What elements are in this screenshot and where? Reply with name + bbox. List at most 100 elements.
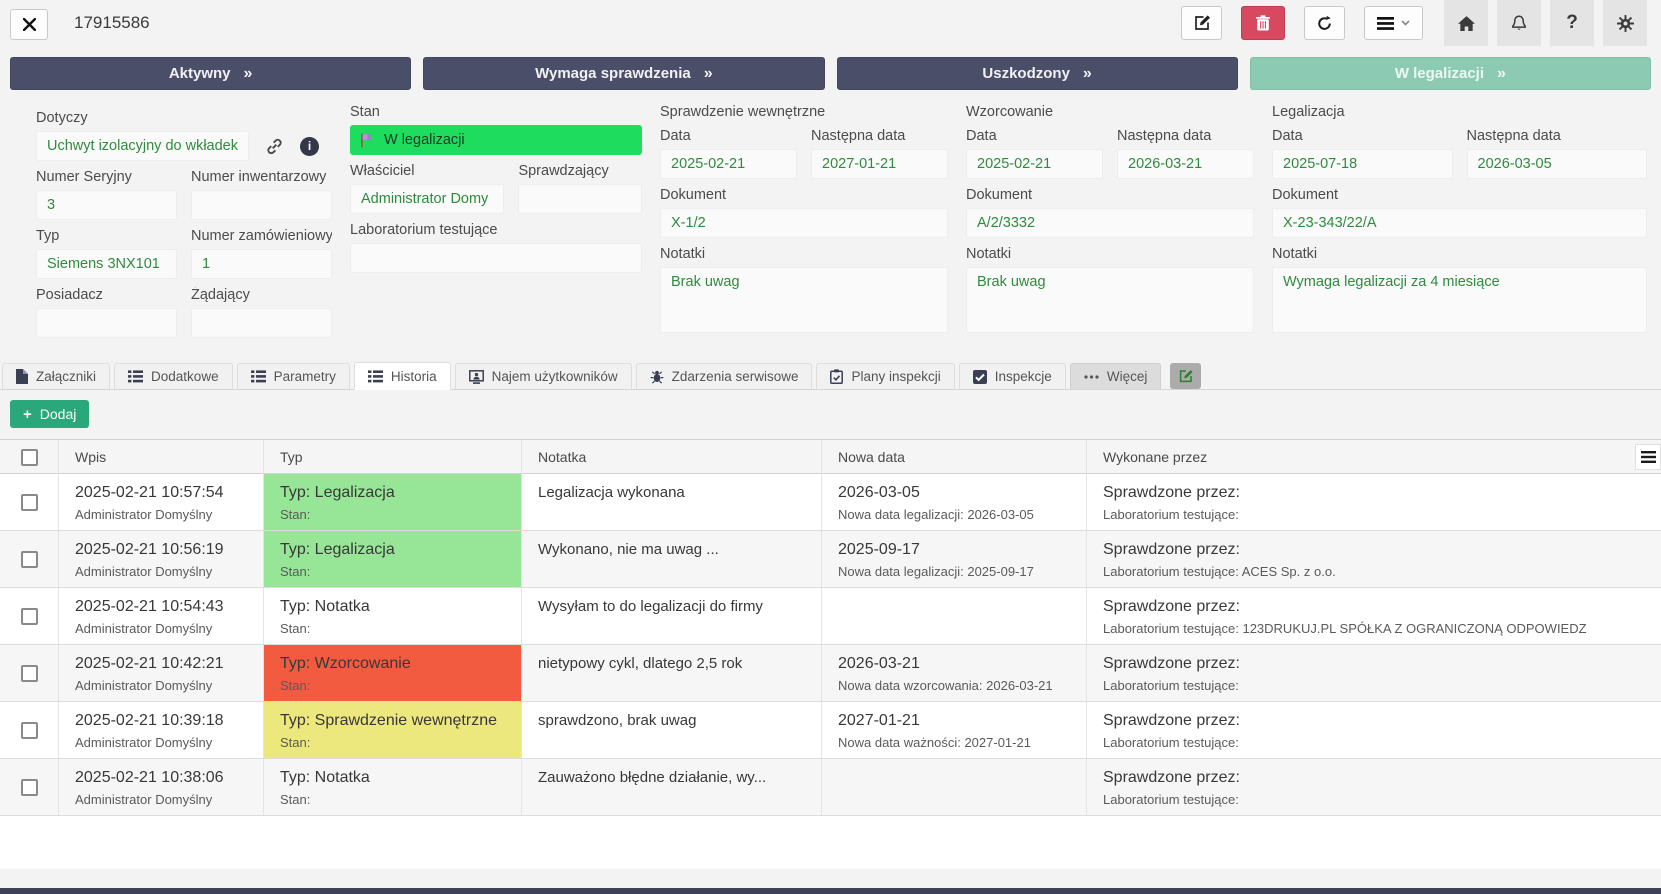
flag-icon	[359, 133, 375, 148]
section-wzorcowanie: Wzorcowanie Data 2025-02-21 Następna dat…	[966, 102, 1254, 333]
add-button[interactable]: + Dodaj	[10, 400, 89, 428]
stan-field[interactable]: W legalizacji	[350, 125, 642, 155]
notes-label: Notatki	[660, 246, 948, 262]
typ-field[interactable]: Siemens 3NX101	[36, 249, 177, 279]
sprawdzajacy-field[interactable]	[518, 184, 642, 214]
dotyczy-field[interactable]: Uchwyt izolacyjny do wkładek	[36, 131, 249, 161]
entry-author: Administrator Domyślny	[75, 792, 247, 807]
tab-więcej[interactable]: Więcej	[1070, 363, 1162, 389]
wlasciciel-field[interactable]: Administrator Domy	[350, 184, 504, 214]
zadajacy-label: Żądający	[191, 287, 332, 303]
menu-button[interactable]	[1364, 6, 1423, 40]
next-date-field[interactable]: 2027-01-21	[811, 149, 948, 179]
document-field[interactable]: X-1/2	[660, 208, 948, 238]
zadajacy-field[interactable]	[191, 308, 332, 338]
edit-button[interactable]	[1181, 6, 1222, 40]
table-toolbar: + Dodaj	[0, 390, 1661, 439]
table-row: 2025-02-21 10:42:21 Administrator Domyśl…	[0, 645, 1661, 702]
tab-parametry[interactable]: Parametry	[237, 363, 350, 389]
entry-type: Typ: Notatka	[280, 767, 505, 789]
entry-timestamp: 2025-02-21 10:56:19	[75, 539, 247, 561]
tabs-edit-button[interactable]	[1170, 363, 1201, 389]
notes-label: Notatki	[1272, 246, 1647, 262]
tab-plany-inspekcji[interactable]: Plany inspekcji	[816, 363, 954, 389]
select-all-checkbox[interactable]	[21, 449, 38, 466]
wlasciciel-label: Właściciel	[350, 163, 504, 179]
next-date-field[interactable]: 2026-03-05	[1467, 149, 1648, 179]
tab-najem-użytkowników[interactable]: Najem użytkowników	[455, 363, 632, 389]
column-header-wpis[interactable]: Wpis	[58, 440, 263, 474]
table-row: 2025-02-21 10:57:54 Administrator Domyśl…	[0, 474, 1661, 531]
status-button-w-legalizacji[interactable]: W legalizacji »	[1250, 57, 1651, 90]
date-field[interactable]: 2025-07-18	[1272, 149, 1453, 179]
laboratorium-field[interactable]	[350, 243, 642, 273]
refresh-button[interactable]	[1304, 6, 1345, 40]
stan-value: W legalizacji	[384, 132, 465, 148]
entry-author: Administrator Domyślny	[75, 735, 247, 750]
horizontal-scrollbar[interactable]	[0, 888, 1661, 894]
notifications-button[interactable]	[1497, 0, 1541, 46]
column-header-nowa-data[interactable]: Nowa data	[821, 440, 1086, 474]
posiadacz-field[interactable]	[36, 308, 177, 338]
numer-inwentarzowy-field[interactable]	[191, 190, 332, 220]
entry-new-date-note: Nowa data ważności: 2027-01-21	[838, 735, 1070, 750]
row-checkbox[interactable]	[21, 551, 38, 568]
document-label: Dokument	[1272, 187, 1647, 203]
column-header-notatka[interactable]: Notatka	[521, 440, 821, 474]
next-date-field[interactable]: 2026-03-21	[1117, 149, 1254, 179]
notes-field[interactable]: Brak uwag	[660, 267, 948, 333]
row-checkbox[interactable]	[21, 608, 38, 625]
row-checkbox[interactable]	[21, 722, 38, 739]
row-checkbox[interactable]	[21, 494, 38, 511]
topbar: 17915586	[0, 0, 1661, 46]
column-header-typ[interactable]: Typ	[263, 440, 521, 474]
notes-field[interactable]: Brak uwag	[966, 267, 1254, 333]
status-button-uszkodzony[interactable]: Uszkodzony »	[837, 57, 1238, 90]
date-field[interactable]: 2025-02-21	[660, 149, 797, 179]
close-button[interactable]	[10, 9, 48, 40]
tab-zdarzenia-serwisowe[interactable]: Zdarzenia serwisowe	[636, 363, 813, 389]
tab-inspekcje[interactable]: Inspekcje	[959, 363, 1066, 389]
next-date-label: Następna data	[1467, 128, 1648, 144]
tab-historia[interactable]: Historia	[354, 362, 451, 390]
row-checkbox[interactable]	[21, 779, 38, 796]
date-label: Data	[660, 128, 797, 144]
link-icon[interactable]	[266, 138, 283, 155]
settings-button[interactable]	[1603, 0, 1647, 46]
status-button-wymaga-sprawdzenia[interactable]: Wymaga sprawdzenia »	[423, 57, 824, 90]
double-arrow-icon: »	[1083, 65, 1092, 83]
tab-dodatkowe[interactable]: Dodatkowe	[114, 363, 233, 389]
user-screen-icon	[469, 370, 484, 384]
help-button[interactable]: ?	[1550, 0, 1594, 46]
column-header-wykonane-przez[interactable]: Wykonane przez	[1086, 440, 1661, 474]
numer-seryjny-field[interactable]: 3	[36, 190, 177, 220]
table-row: 2025-02-21 10:38:06 Administrator Domyśl…	[0, 759, 1661, 816]
checkbox-icon	[973, 370, 987, 384]
status-button-aktywny[interactable]: Aktywny »	[10, 57, 411, 90]
table-menu-button[interactable]	[1635, 444, 1661, 470]
tab-label: Zdarzenia serwisowe	[672, 369, 799, 384]
table-row: 2025-02-21 10:39:18 Administrator Domyśl…	[0, 702, 1661, 759]
table-menu-icon	[1641, 451, 1656, 463]
entry-stan: Stan:	[280, 678, 505, 693]
section-sprawdzenie-wewnętrzne: Sprawdzenie wewnętrzne Data 2025-02-21 N…	[660, 102, 948, 333]
help-icon: ?	[1566, 12, 1578, 34]
date-field[interactable]: 2025-02-21	[966, 149, 1103, 179]
home-button[interactable]	[1444, 0, 1488, 46]
section-title: Legalizacja	[1272, 104, 1647, 120]
entry-lab: Laboratorium testujące:	[1103, 507, 1645, 522]
row-checkbox[interactable]	[21, 665, 38, 682]
numer-inwentarzowy-label: Numer inwentarzowy	[191, 169, 332, 185]
delete-button[interactable]	[1241, 6, 1285, 40]
info-icon[interactable]: i	[300, 137, 319, 156]
notes-field[interactable]: Wymaga legalizacji za 4 miesiące	[1272, 267, 1647, 333]
numer-zamowieniowy-field[interactable]: 1	[191, 249, 332, 279]
tab-label: Dodatkowe	[151, 369, 219, 384]
entry-lab: Laboratorium testujące: ACES Sp. z o.o.	[1103, 564, 1645, 579]
entry-author: Administrator Domyślny	[75, 678, 247, 693]
document-field[interactable]: X-23-343/22/A	[1272, 208, 1647, 238]
section-title: Wzorcowanie	[966, 104, 1254, 120]
tab-załączniki[interactable]: Załączniki	[2, 363, 110, 389]
document-field[interactable]: A/2/3332	[966, 208, 1254, 238]
tab-label: Załączniki	[36, 369, 96, 384]
